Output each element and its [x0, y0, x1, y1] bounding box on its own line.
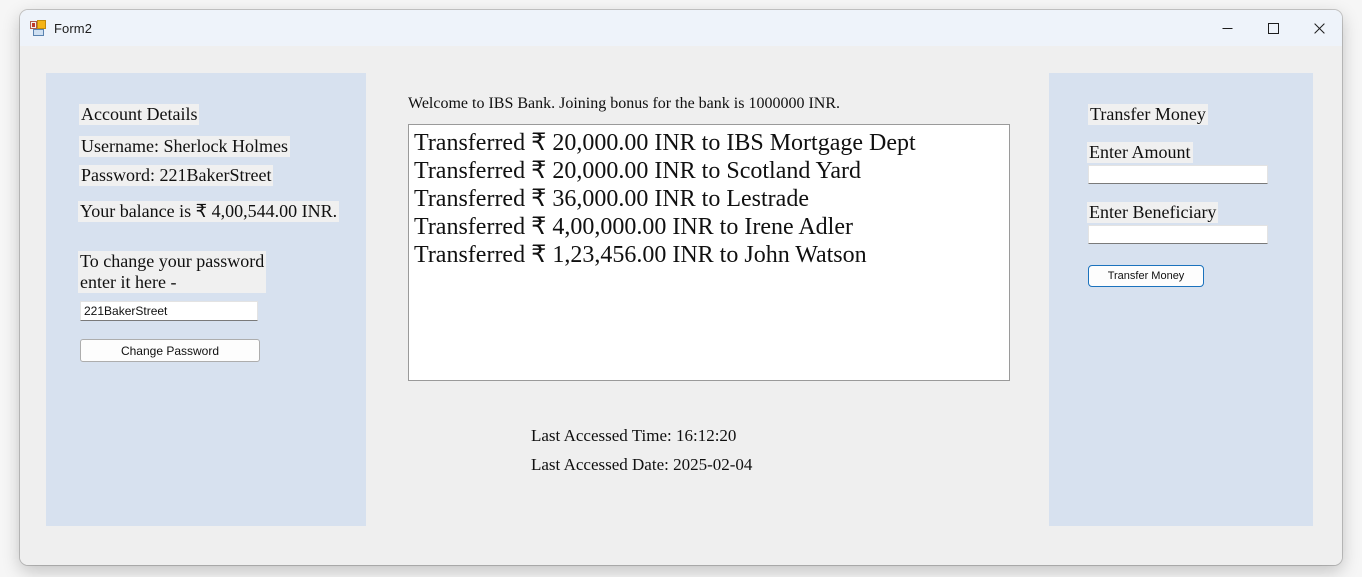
account-details-heading: Account Details: [79, 104, 200, 126]
amount-input[interactable]: [1088, 165, 1268, 184]
transfer-log-textbox[interactable]: Transferred ₹ 20,000.00 INR to IBS Mortg…: [408, 124, 1010, 381]
account-details-panel: Account Details Username: Sherlock Holme…: [46, 73, 366, 526]
transfer-money-button[interactable]: Transfer Money: [1088, 265, 1204, 287]
icon-yellow-square: [37, 20, 46, 29]
last-accessed-date-label: Last Accessed Date: 2025-02-04: [531, 455, 753, 474]
window-title: Form2: [54, 20, 93, 36]
balance-label: Your balance is ₹ 4,00,544.00 INR.: [78, 201, 340, 223]
change-password-button[interactable]: Change Password: [80, 339, 260, 362]
username-label: Username: Sherlock Holmes: [79, 136, 290, 158]
maximize-icon[interactable]: [1250, 11, 1296, 46]
last-accessed-time-label: Last Accessed Time: 16:12:20: [531, 426, 737, 445]
transfer-money-heading: Transfer Money: [1088, 104, 1208, 126]
icon-blue-square: [33, 29, 44, 36]
application-window: Form2 Acc: [20, 10, 1342, 565]
transfer-money-panel: Transfer Money Enter Amount Enter Benefi…: [1049, 73, 1313, 526]
winforms-designer-icon: [30, 20, 46, 36]
beneficiary-input[interactable]: [1088, 225, 1268, 244]
transfer-log-line: Transferred ₹ 20,000.00 INR to Scotland …: [414, 158, 862, 184]
transfer-log-line: Transferred ₹ 36,000.00 INR to Lestrade: [414, 186, 809, 212]
transfer-log-line: Transferred ₹ 20,000.00 INR to IBS Mortg…: [414, 130, 916, 156]
new-password-input[interactable]: [80, 301, 258, 321]
password-label: Password: 221BakerStreet: [79, 165, 274, 187]
enter-amount-label: Enter Amount: [1087, 142, 1193, 164]
transfer-log-line: Transferred ₹ 4,00,000.00 INR to Irene A…: [414, 214, 853, 240]
welcome-message-label: Welcome to IBS Bank. Joining bonus for t…: [408, 95, 841, 112]
icon-red-square: [30, 21, 37, 29]
close-icon[interactable]: [1296, 11, 1342, 46]
enter-beneficiary-label: Enter Beneficiary: [1087, 202, 1219, 224]
minimize-icon[interactable]: [1204, 11, 1250, 46]
transfer-log-line: Transferred ₹ 1,23,456.00 INR to John Wa…: [414, 242, 867, 268]
form-client-area: Account Details Username: Sherlock Holme…: [20, 46, 1342, 565]
title-bar: Form2: [20, 10, 1342, 47]
change-password-hint-label: To change your password enter it here -: [78, 251, 267, 294]
